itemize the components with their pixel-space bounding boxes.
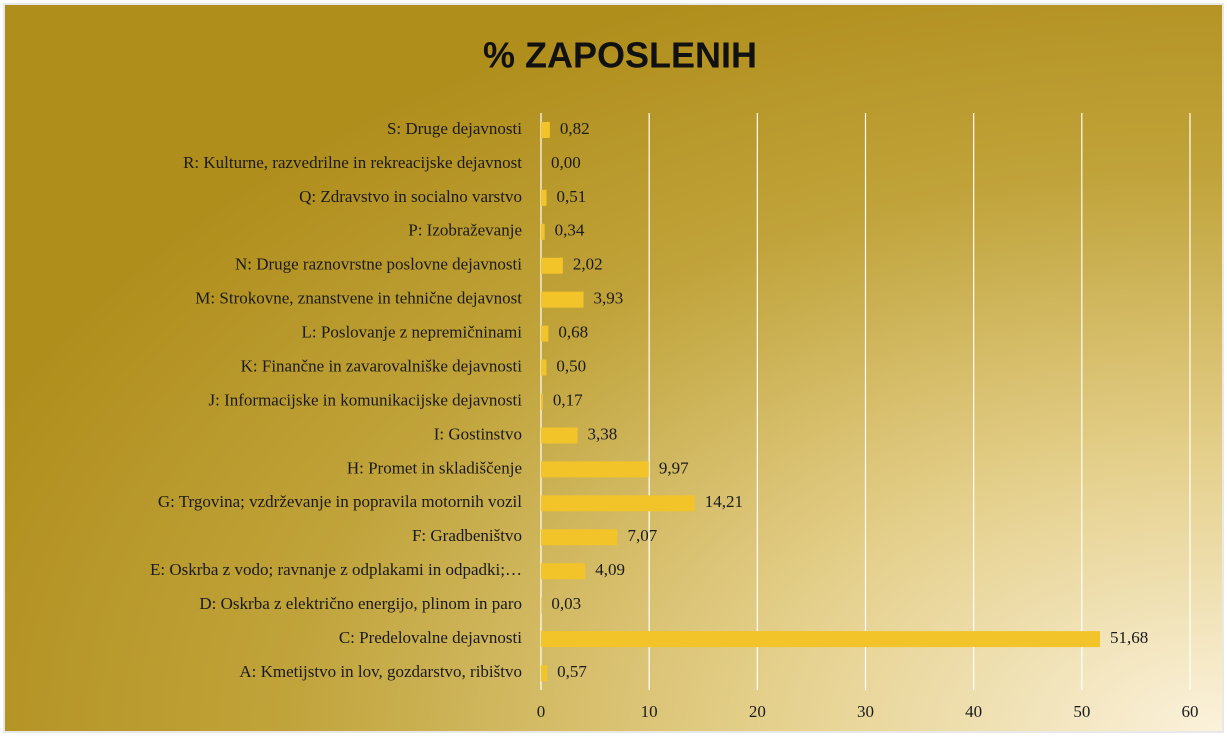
y-tick-label: E: Oskrba z vodo; ravnanje z odplakami i… (150, 560, 522, 579)
data-label: 7,07 (627, 526, 657, 545)
y-tick-label: K: Finančne in zavarovalniške dejavnosti (241, 356, 523, 375)
x-tick-label: 40 (965, 702, 982, 721)
data-label: 0,34 (555, 221, 585, 240)
bar (541, 631, 1101, 648)
y-tick-label: J: Informacijske in komunikacijske dejav… (209, 390, 523, 409)
bar (541, 563, 586, 580)
y-tick-label: H: Promet in skladiščenje (347, 458, 522, 477)
data-label: 0,51 (557, 187, 587, 206)
bar (541, 461, 649, 478)
y-tick-label: P: Izobraževanje (408, 221, 522, 240)
data-label: 0,50 (556, 356, 586, 375)
data-label: 0,57 (557, 662, 587, 681)
y-tick-label: M: Strokovne, znanstvene in tehnične dej… (195, 289, 522, 308)
data-label: 0,17 (553, 390, 583, 409)
data-label: 3,38 (588, 424, 618, 443)
y-tick-label: A: Kmetijstvo in lov, gozdarstvo, ribišt… (239, 662, 522, 681)
bar (541, 223, 545, 240)
background (3, 3, 1224, 733)
x-tick-label: 60 (1182, 702, 1199, 721)
y-tick-label: S: Druge dejavnosti (387, 119, 522, 138)
data-label: 0,82 (560, 119, 590, 138)
y-tick-label: D: Oskrba z električno energijo, plinom … (199, 594, 522, 613)
y-tick-label: C: Predelovalne dejavnosti (339, 628, 522, 647)
bar (541, 427, 578, 444)
data-label: 4,09 (595, 560, 625, 579)
x-tick-label: 10 (641, 702, 658, 721)
bar (541, 393, 543, 410)
y-tick-label: I: Gostinstvo (434, 424, 522, 443)
y-tick-label: F: Gradbeništvo (412, 526, 522, 545)
chart-title: % ZAPOSLENIH (483, 35, 757, 76)
x-tick-label: 50 (1073, 702, 1090, 721)
data-label: 14,21 (705, 492, 743, 511)
x-tick-label: 20 (749, 702, 766, 721)
bar (541, 121, 550, 138)
data-label: 3,93 (594, 289, 624, 308)
x-tick-label: 30 (857, 702, 874, 721)
bar (541, 257, 563, 274)
data-label: 9,97 (659, 458, 689, 477)
y-tick-label: N: Druge raznovrstne poslovne dejavnosti (235, 255, 522, 274)
bar (541, 325, 549, 342)
bar (541, 189, 547, 206)
y-tick-label: Q: Zdravstvo in socialno varstvo (299, 187, 522, 206)
bar (541, 529, 618, 546)
data-label: 2,02 (573, 255, 603, 274)
data-label: 0,00 (551, 153, 581, 172)
bar (541, 495, 695, 512)
data-label: 51,68 (1110, 628, 1148, 647)
y-tick-label: G: Trgovina; vzdrževanje in popravila mo… (158, 492, 522, 511)
bar (541, 359, 547, 376)
data-label: 0,03 (551, 594, 581, 613)
x-tick-label: 0 (537, 702, 546, 721)
data-label: 0,68 (558, 323, 588, 342)
bar (541, 665, 548, 682)
y-tick-label: L: Poslovanje z nepremičninami (302, 323, 523, 342)
y-tick-label: R: Kulturne, razvedrilne in rekreacijske… (183, 153, 522, 172)
bar (541, 291, 584, 308)
